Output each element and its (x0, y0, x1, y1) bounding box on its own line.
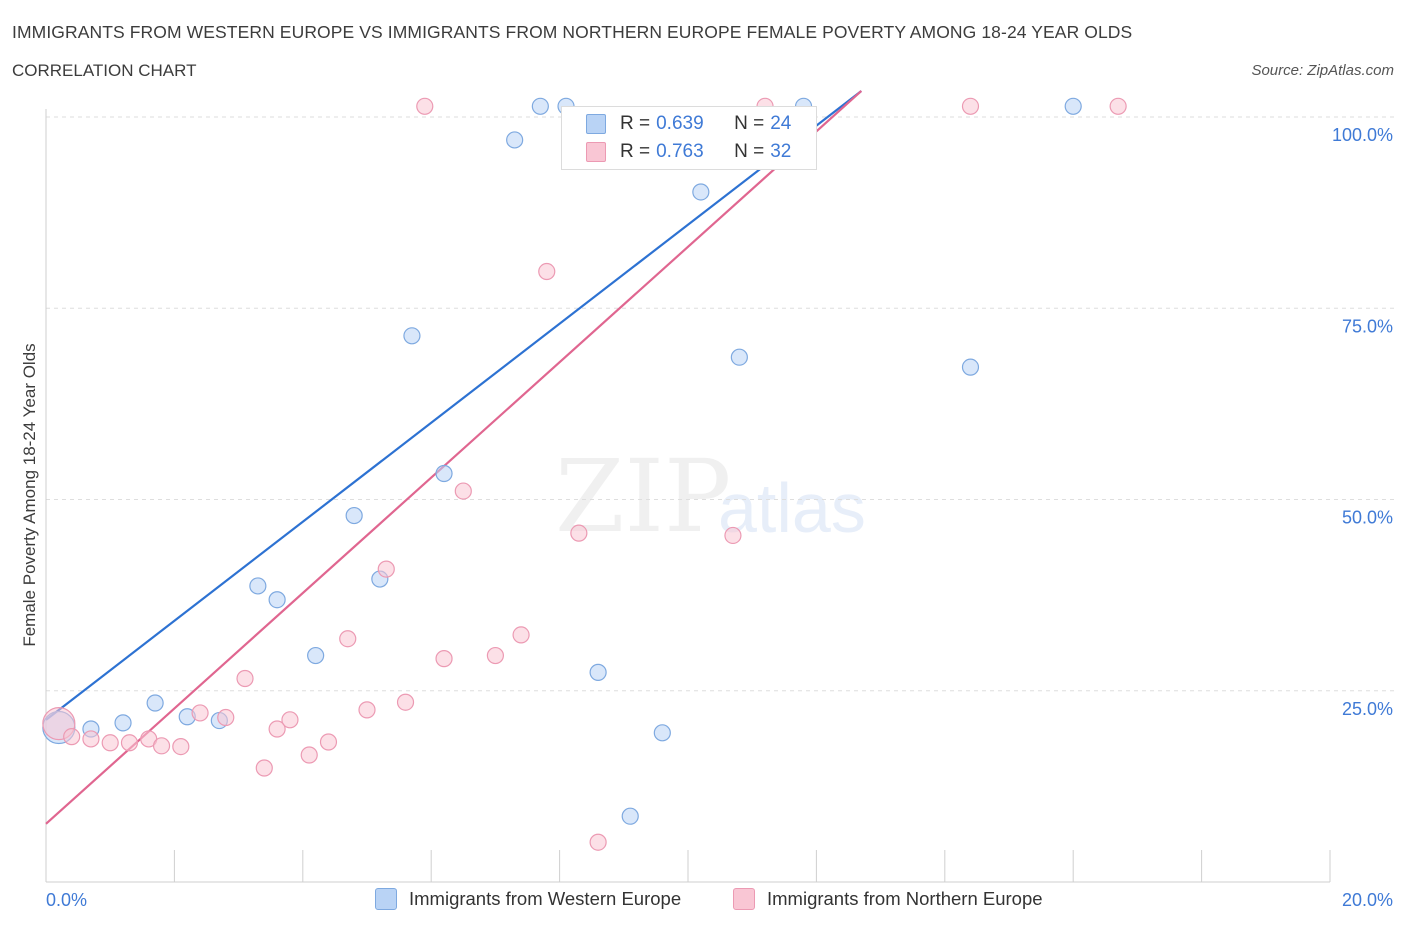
northern-point (486, 646, 504, 665)
western-point (692, 183, 710, 201)
legend-item-northern[interactable]: Immigrants from Northern Europe (733, 888, 1043, 910)
northern-point (268, 720, 286, 738)
western-point (589, 663, 607, 681)
northern-point (512, 626, 530, 644)
northern-point (396, 693, 415, 711)
western-point (249, 577, 267, 595)
northern-point (172, 737, 190, 756)
r-value: 0.763 (656, 141, 704, 162)
northern-point (281, 711, 299, 729)
n-label: N = (734, 141, 765, 162)
y-tick-label: 25.0% (1342, 699, 1393, 719)
chart-subtitle: CORRELATION CHART (12, 61, 197, 80)
northern-point (1109, 97, 1127, 115)
r-value: 0.639 (656, 113, 704, 134)
legend-item-western[interactable]: Immigrants from Western Europe (375, 888, 681, 910)
northern-point (435, 650, 453, 668)
northern-point (377, 560, 395, 578)
western-point (506, 131, 524, 149)
x-tick-label-max: 20.0% (1341, 890, 1393, 910)
y-tick-label: 75.0% (1342, 316, 1393, 336)
northern-point (454, 482, 472, 500)
northern-point (300, 746, 318, 764)
western-point (435, 464, 453, 483)
western-point (403, 327, 421, 345)
western-point (730, 348, 748, 366)
western-point (114, 714, 132, 732)
western-point (345, 506, 363, 525)
watermark-atlas: atlas (718, 469, 866, 547)
western-point (531, 97, 549, 115)
northern-point (217, 708, 235, 727)
y-tick-label: 50.0% (1342, 508, 1393, 528)
northern-point (101, 734, 119, 752)
y-axis-label: Female Poverty Among 18-24 Year Olds (20, 343, 39, 647)
northern-point (570, 524, 588, 542)
northern-point (120, 734, 139, 752)
legend-label-northern: Immigrants from Northern Europe (767, 888, 1043, 909)
western-point (1064, 97, 1082, 115)
stats-legend: R = 0.639 N = 24 R = 0.763 N = 32 (561, 106, 817, 170)
northern-point (191, 704, 209, 722)
northern-swatch (586, 142, 606, 162)
northern-point (63, 728, 81, 746)
western-point (146, 694, 164, 712)
western-swatch (375, 888, 397, 910)
x-tick-label-min: 0.0% (46, 890, 88, 910)
y-tick-label: 100.0% (1332, 125, 1393, 145)
northern-point (724, 526, 742, 545)
trend-lines (45, 90, 863, 825)
northern-point (339, 630, 357, 648)
western-point (961, 358, 980, 376)
northern-point (961, 97, 980, 115)
western-point (307, 646, 325, 665)
source-label[interactable]: Source: ZipAtlas.com (1251, 62, 1394, 79)
trend-line-northern (45, 90, 863, 825)
northern-point (416, 97, 434, 115)
northern-point (319, 733, 338, 751)
legend-label-western: Immigrants from Western Europe (409, 888, 682, 909)
northern-point (152, 737, 171, 755)
n-value: 24 (770, 113, 792, 134)
stats-row-western: R = 0.639 N = 24 (586, 112, 791, 136)
northern-point (589, 833, 607, 851)
data-points (42, 97, 1127, 851)
axes (45, 109, 1331, 883)
stats-row-northern: R = 0.763 N = 32 (586, 140, 791, 164)
r-label: R = (620, 113, 651, 134)
northern-swatch (733, 888, 755, 910)
gridlines (46, 116, 1394, 692)
western-point (268, 591, 286, 609)
y-tick-labels: 25.0% 50.0% 75.0% 100.0% (1332, 125, 1393, 719)
trend-line-western (45, 90, 863, 721)
northern-point (255, 759, 273, 777)
northern-point (236, 669, 254, 688)
western-swatch (586, 114, 606, 134)
western-point (621, 807, 639, 825)
chart-title: IMMIGRANTS FROM WESTERN EUROPE VS IMMIGR… (12, 22, 1133, 42)
northern-point (358, 701, 376, 719)
r-label: R = (620, 141, 651, 162)
n-label: N = (734, 113, 765, 134)
western-point (653, 724, 671, 742)
northern-point (82, 730, 100, 748)
n-value: 32 (770, 141, 792, 162)
northern-point (538, 262, 556, 281)
